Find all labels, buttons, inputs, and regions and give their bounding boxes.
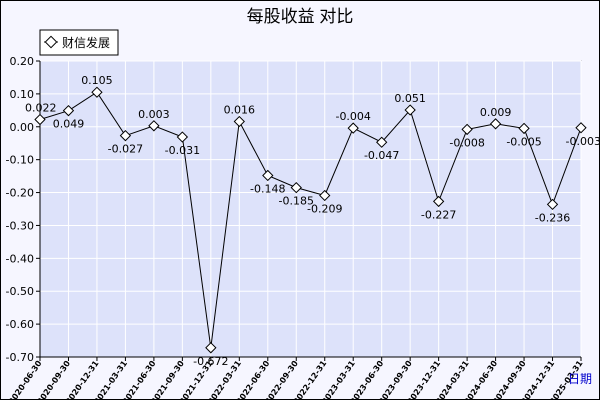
series-caixin-fazhan xyxy=(34,86,587,354)
data-point-marker xyxy=(404,104,416,116)
data-label: -0.236 xyxy=(535,211,570,224)
data-label: 0.022 xyxy=(25,102,57,115)
y-tick-label: 0.00 xyxy=(10,121,35,134)
data-label: -0.003 xyxy=(566,135,600,148)
x-tick-label: 2020-06-30 xyxy=(7,359,44,400)
data-label: -0.047 xyxy=(364,149,399,162)
data-label: -0.027 xyxy=(108,143,143,156)
legend-marker-icon xyxy=(44,35,58,49)
y-tick-label: -0.30 xyxy=(6,219,34,232)
data-point-marker xyxy=(262,169,274,182)
data-label: 0.003 xyxy=(138,108,170,121)
y-tick-label: -0.60 xyxy=(6,318,34,331)
data-point-marker xyxy=(376,136,388,148)
data-label: 0.105 xyxy=(81,74,113,87)
y-axis: 0.20 0.10 0.00 -0.10 -0.20 -0.30 -0.40 -0.50 -0.… xyxy=(6,55,41,364)
data-labels: 0.022 0.049 0.105 -0.027 0.003 -0.031 -0.672 0.… xyxy=(25,74,600,368)
data-label: 0.049 xyxy=(53,118,85,131)
data-label: -0.031 xyxy=(165,144,200,157)
legend-label: 财信发展 xyxy=(62,35,110,50)
data-point-marker xyxy=(176,131,189,143)
data-label: -0.185 xyxy=(279,195,314,208)
data-point-marker xyxy=(148,120,160,132)
data-label: -0.672 xyxy=(193,355,228,368)
data-label: -0.004 xyxy=(335,110,370,123)
plot-area xyxy=(39,60,582,358)
data-label: 0.009 xyxy=(480,106,512,119)
data-point-marker xyxy=(62,105,75,117)
y-tick-label: -0.10 xyxy=(6,154,34,167)
data-label: -0.005 xyxy=(506,135,541,148)
x-axis-label: 日期 xyxy=(568,372,592,386)
data-point-marker xyxy=(575,122,587,134)
data-point-marker xyxy=(347,122,359,134)
data-point-marker xyxy=(518,122,530,135)
y-tick-label: 0.10 xyxy=(10,88,35,101)
data-point-marker xyxy=(461,123,473,136)
data-point-marker xyxy=(489,118,502,130)
data-point-marker xyxy=(34,113,46,126)
chart-title: 每股收益 对比 xyxy=(247,7,354,26)
data-point-marker xyxy=(119,130,132,142)
data-point-marker xyxy=(205,342,217,354)
data-point-marker xyxy=(91,86,103,98)
y-tick-label: -0.70 xyxy=(6,351,34,364)
data-point-marker xyxy=(546,198,559,211)
data-point-marker xyxy=(432,195,445,208)
y-tick-label: 0.20 xyxy=(10,55,35,68)
data-label: -0.227 xyxy=(421,208,456,221)
data-label: -0.148 xyxy=(250,182,285,195)
data-point-marker xyxy=(233,115,245,128)
y-tick-label: -0.20 xyxy=(6,187,34,200)
grid-lines xyxy=(39,60,582,358)
data-label: -0.209 xyxy=(307,203,342,216)
legend: 财信发展 xyxy=(39,29,119,56)
data-label: -0.008 xyxy=(449,136,484,149)
x-axis: 2020-06-302020-09-302020-12-312021-03-31… xyxy=(7,356,585,400)
data-label: 0.051 xyxy=(394,92,426,105)
data-label: 0.016 xyxy=(224,104,256,117)
y-tick-label: -0.40 xyxy=(6,252,34,265)
y-tick-label: -0.50 xyxy=(6,285,34,298)
data-point-marker xyxy=(290,181,302,194)
data-point-marker xyxy=(319,189,331,202)
